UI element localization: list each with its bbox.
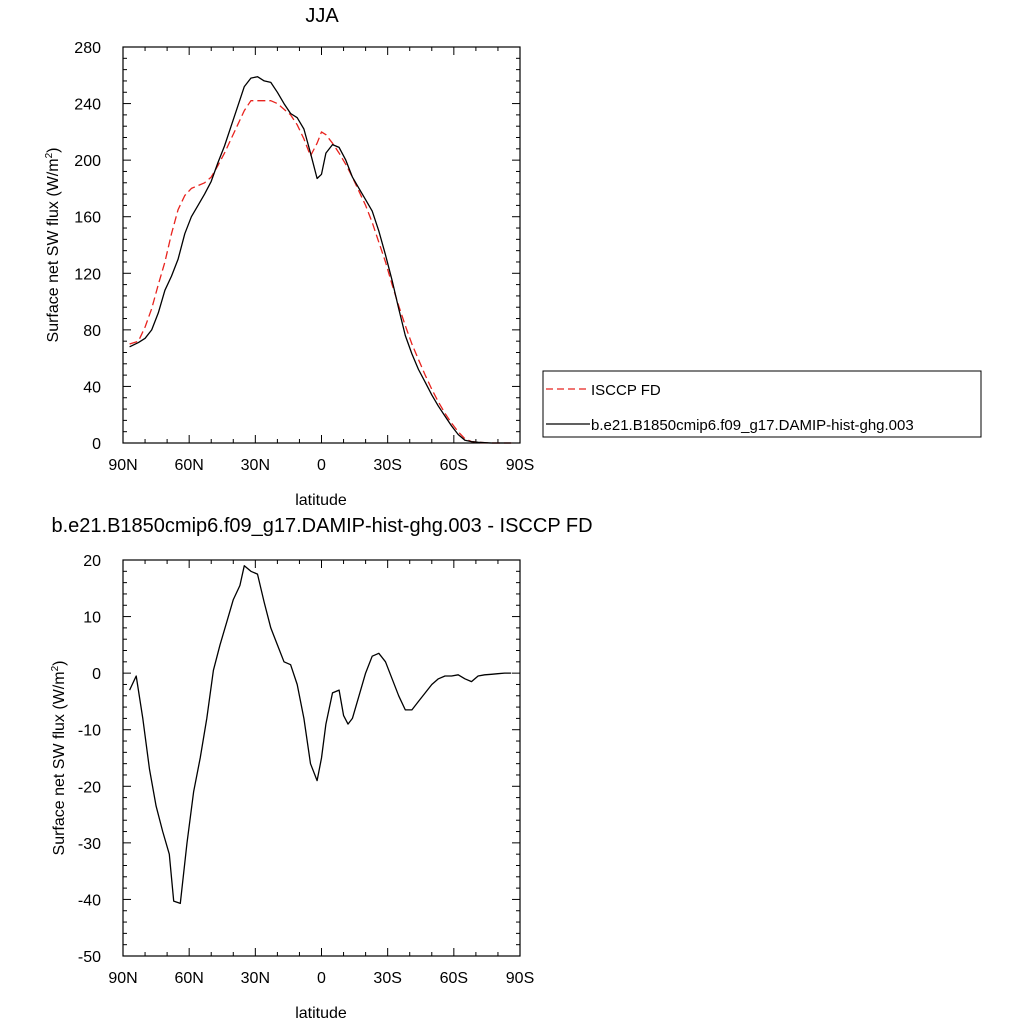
bottom-title: b.e21.B1850cmip6.f09_g17.DAMIP-hist-ghg.… bbox=[51, 515, 592, 537]
bottom-xtick-label: 60N bbox=[174, 970, 203, 987]
top-series-line-0 bbox=[129, 100, 512, 444]
bottom-ytick-label: -40 bbox=[78, 892, 101, 909]
bottom-xtick-label: 90S bbox=[506, 970, 534, 987]
top-ytick-label: 200 bbox=[74, 153, 101, 170]
bottom-ytick-label: -10 bbox=[78, 723, 101, 740]
top-plot-frame bbox=[122, 46, 521, 444]
bottom-ylabel: Surface net SW flux (W/m2) bbox=[50, 661, 68, 856]
top-ytick-label: 40 bbox=[83, 379, 101, 396]
top-xtick-label: 90S bbox=[506, 457, 534, 474]
top-xlabel: latitude bbox=[295, 492, 347, 509]
bottom-ytick-label: -20 bbox=[78, 779, 101, 796]
top-xtick-label: 90N bbox=[108, 457, 137, 474]
top-xtick-label: 30N bbox=[241, 457, 270, 474]
top-series-line-1 bbox=[129, 76, 512, 444]
bottom-xtick-label: 0 bbox=[317, 970, 326, 987]
bottom-ytick-label: 10 bbox=[83, 610, 101, 627]
top-ylabel: Surface net SW flux (W/m2) bbox=[44, 148, 62, 343]
bottom-xtick-label: 60S bbox=[440, 970, 468, 987]
bottom-minor-ticks bbox=[123, 560, 520, 956]
top-ytick-label: 80 bbox=[83, 323, 101, 340]
top-xtick-label: 0 bbox=[317, 457, 326, 474]
top-ticks: 90N 60N 30N 0 30S 60S 90S 0 40 80 120 160 200 240 280 bbox=[74, 40, 534, 474]
legend-label-isccp: ISCCP FD bbox=[591, 382, 661, 399]
legend-box bbox=[542, 370, 982, 438]
bottom-ytick-label: 20 bbox=[83, 553, 101, 570]
bottom-xlabel: latitude bbox=[295, 1005, 347, 1022]
legend-label-model: b.e21.B1850cmip6.f09_g17.DAMIP-hist-ghg.… bbox=[591, 417, 914, 434]
bottom-xtick-label: 90N bbox=[108, 970, 137, 987]
top-xtick-label: 60N bbox=[174, 457, 203, 474]
top-minor-ticks bbox=[123, 47, 520, 443]
bottom-series-line-0 bbox=[129, 565, 512, 905]
bottom-ytick-label: -30 bbox=[78, 836, 101, 853]
bottom-series bbox=[129, 565, 512, 905]
bottom-xtick-label: 30S bbox=[373, 970, 401, 987]
bottom-ytick-label: -50 bbox=[78, 949, 101, 966]
panel-top: JJA 90N 60N 30N 0 30S 60S 90S 0 40 80 120 160 200 240… bbox=[44, 5, 982, 509]
top-xtick-label: 60S bbox=[440, 457, 468, 474]
top-ytick-label: 280 bbox=[74, 40, 101, 57]
panel-bottom: b.e21.B1850cmip6.f09_g17.DAMIP-hist-ghg.… bbox=[50, 515, 593, 1022]
top-title: JJA bbox=[305, 5, 339, 27]
top-ytick-label: 120 bbox=[74, 266, 101, 283]
bottom-xtick-label: 30N bbox=[241, 970, 270, 987]
top-xtick-label: 30S bbox=[373, 457, 401, 474]
top-series bbox=[129, 76, 512, 444]
top-ytick-label: 240 bbox=[74, 97, 101, 114]
top-ytick-label: 160 bbox=[74, 210, 101, 227]
bottom-ytick-label: 0 bbox=[92, 666, 101, 683]
bottom-ticks: 90N 60N 30N 0 30S 60S 90S -50 -40 -30 -20 -10 0 10 20 bbox=[78, 553, 534, 987]
top-ytick-label: 0 bbox=[92, 436, 101, 453]
top-legend: ISCCP FD b.e21.B1850cmip6.f09_g17.DAMIP-… bbox=[542, 370, 982, 438]
